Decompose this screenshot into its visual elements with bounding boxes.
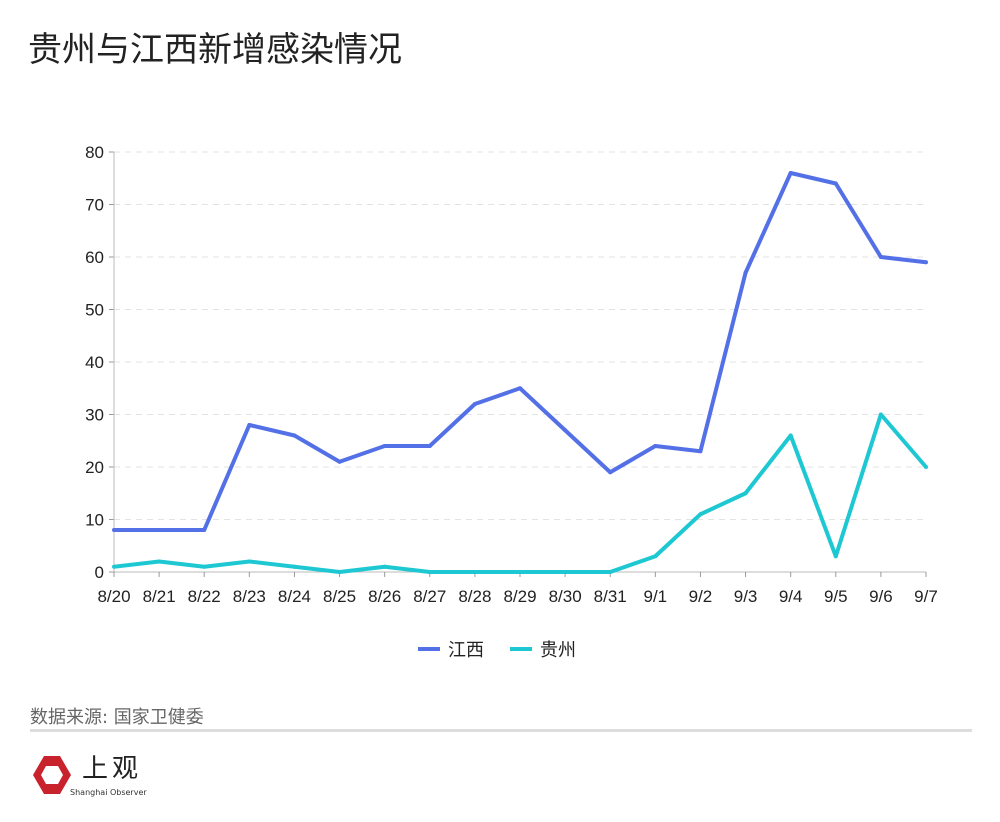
series-line-贵州 [113, 412, 928, 574]
logo: 上观 Shanghai Observer [32, 755, 147, 797]
x-tick-label: 9/4 [779, 587, 803, 606]
data-point [292, 433, 297, 438]
data-point [247, 559, 252, 564]
data-point [878, 412, 883, 417]
data-point [157, 559, 162, 564]
data-point [563, 428, 568, 433]
x-tick-label: 9/7 [914, 587, 938, 606]
x-tick-label: 9/3 [734, 587, 758, 606]
divider [30, 729, 972, 732]
y-tick-label: 60 [85, 248, 104, 267]
data-point [608, 470, 613, 475]
data-point [833, 554, 838, 559]
data-point [112, 564, 116, 569]
data-point [247, 423, 252, 427]
data-point [337, 570, 342, 574]
data-point [924, 465, 928, 469]
page-title: 贵州与江西新增感染情况 [28, 30, 402, 70]
y-tick-label: 20 [85, 458, 104, 477]
x-tick-label: 8/21 [143, 587, 176, 606]
x-tick-label: 9/2 [689, 587, 713, 606]
data-point [427, 570, 432, 574]
x-tick-label: 8/28 [458, 587, 491, 606]
x-tick-label: 8/31 [594, 587, 627, 606]
y-tick-label: 40 [85, 353, 104, 372]
y-tick-label: 70 [85, 196, 104, 215]
data-point [337, 459, 342, 464]
data-point [743, 491, 748, 496]
data-point [608, 570, 613, 574]
x-tick-label: 8/26 [368, 587, 401, 606]
x-tick-label: 8/30 [549, 587, 582, 606]
x-tick-label: 8/20 [97, 587, 130, 606]
x-tick-label: 8/29 [503, 587, 536, 606]
data-point [833, 181, 838, 186]
x-tick-label: 8/25 [323, 587, 356, 606]
legend-label: 江西 [448, 640, 484, 661]
x-tick-label: 9/5 [824, 587, 848, 606]
x-tick-label: 8/27 [413, 587, 446, 606]
data-point [292, 564, 297, 569]
data-point [472, 402, 477, 406]
data-point [157, 528, 162, 532]
data-point [788, 171, 793, 175]
x-tick-label: 8/23 [233, 587, 266, 606]
y-tick-label: 10 [85, 511, 104, 530]
x-tick-label: 8/24 [278, 587, 311, 606]
y-tick-label: 80 [85, 143, 104, 162]
data-point [698, 449, 703, 454]
y-tick-label: 50 [85, 301, 104, 320]
line-chart: 0 10 20 30 40 50 60 70 80 8/20 8/21 8/22 8/23 8/24 8/2… [85, 143, 938, 661]
data-point [878, 255, 883, 259]
logo-hexagon-icon [33, 756, 71, 794]
legend-label: 贵州 [540, 640, 576, 661]
x-tick-label: 9/6 [869, 587, 893, 606]
data-point [788, 433, 793, 438]
x-tick-label: 8/22 [188, 587, 221, 606]
y-tick-label: 30 [85, 406, 104, 425]
data-point [382, 444, 387, 448]
logo-en: Shanghai Observer [70, 788, 147, 797]
data-point [382, 564, 387, 569]
data-point [202, 528, 207, 532]
data-source: 数据来源: 国家卫健委 [30, 707, 204, 728]
data-point [518, 570, 522, 574]
data-point [518, 386, 522, 391]
data-point [653, 444, 658, 448]
data-point [112, 528, 116, 532]
x-tick-label: 9/1 [644, 587, 668, 606]
data-point [202, 564, 207, 569]
data-point [427, 444, 432, 448]
data-point [563, 570, 568, 574]
data-point [743, 270, 748, 275]
data-point [653, 554, 658, 559]
data-point [472, 570, 477, 574]
data-point [698, 512, 703, 517]
logo-cn: 上观 [82, 754, 143, 784]
data-point [924, 260, 928, 265]
y-tick-label: 0 [95, 563, 104, 582]
